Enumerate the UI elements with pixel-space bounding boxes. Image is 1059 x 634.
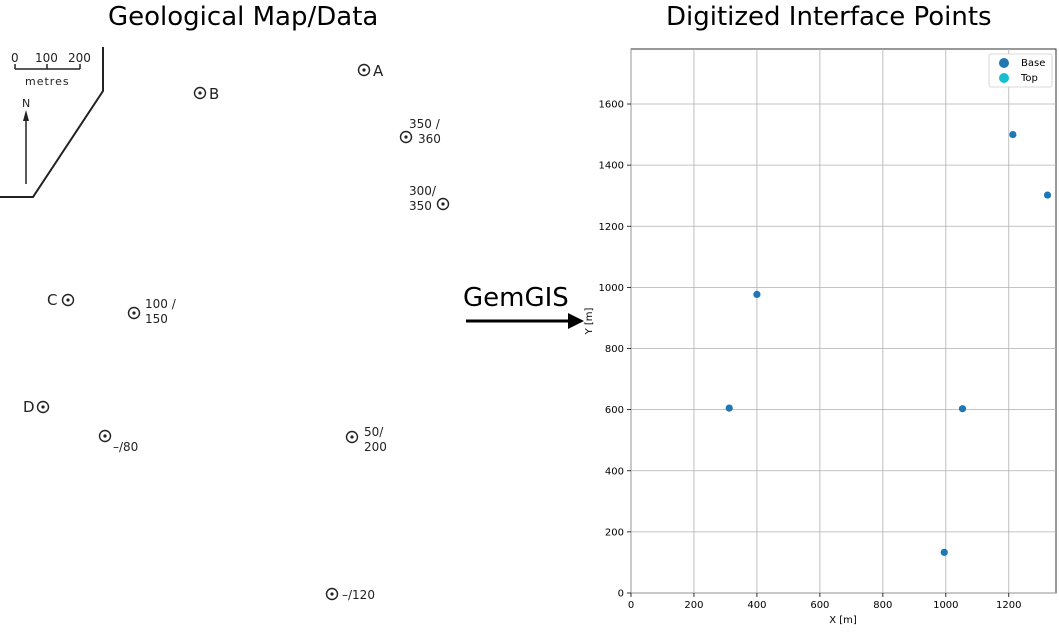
- well-300-350: 300/ 350: [409, 184, 450, 213]
- north-arrow-icon: N: [22, 97, 30, 184]
- well-annotation: –/80: [113, 440, 138, 454]
- legend-label-base: Base: [1021, 58, 1045, 69]
- well-d: D: [23, 398, 50, 416]
- well-annotation: 100 /: [145, 297, 177, 311]
- scale-unit: metres: [25, 75, 70, 88]
- y-tick-label: 0: [618, 589, 624, 600]
- x-tick-label: 1200: [996, 600, 1021, 611]
- y-tick-label: 200: [605, 527, 624, 538]
- y-tick-label: 1000: [599, 283, 624, 294]
- x-tick-label: 1000: [933, 600, 958, 611]
- legend-marker-base: [999, 58, 1009, 68]
- y-tick-label: 800: [605, 344, 624, 355]
- x-axis-label: X [m]: [829, 615, 857, 626]
- legend: Base Top: [988, 53, 1053, 88]
- data-point-base: [725, 404, 733, 412]
- legend-marker-top: [999, 73, 1009, 83]
- well-annotation: –/120: [342, 588, 375, 602]
- well-100-150: 100 / 150: [127, 297, 177, 326]
- map-title: Geological Map/Data: [108, 2, 379, 32]
- well-label-c: C: [47, 291, 57, 309]
- x-tick-label: 800: [873, 600, 892, 611]
- well-annotation: 200: [364, 440, 387, 454]
- data-points: [725, 130, 1052, 556]
- scale-label-100: 100: [35, 51, 58, 65]
- scale-bar: 0 100 200 metres: [11, 51, 91, 88]
- well-label-b: B: [209, 85, 219, 103]
- gemgis-label: GemGIS: [463, 283, 569, 313]
- grid: [630, 49, 1056, 594]
- x-tick-label: 0: [628, 600, 634, 611]
- y-tick-label: 1200: [599, 222, 624, 233]
- legend-label-top: Top: [1020, 73, 1038, 84]
- well-annotation: 300/: [409, 184, 437, 198]
- y-tick-label: 1600: [599, 100, 624, 111]
- well-annotation: 360: [418, 132, 441, 146]
- well-80: –/80: [98, 429, 138, 454]
- data-point-base: [1043, 191, 1052, 199]
- well-50-200: 50/ 200: [345, 425, 387, 454]
- scale-label-0: 0: [11, 51, 19, 65]
- well-350-360: 350 / 360: [399, 117, 441, 146]
- y-tick-label: 400: [605, 466, 624, 477]
- y-tick-label: 1400: [599, 161, 624, 172]
- scale-label-200: 200: [68, 51, 91, 65]
- data-point-base: [1009, 130, 1017, 139]
- well-a: A: [357, 62, 384, 80]
- geological-map: 0 100 200 metres N A B 350 / 360: [0, 44, 463, 634]
- well-annotation: 50/: [364, 425, 384, 439]
- x-tick-label: 400: [747, 600, 766, 611]
- x-tick-label: 600: [810, 600, 829, 611]
- chart-title: Digitized Interface Points: [666, 2, 992, 32]
- well-c: C: [47, 291, 75, 309]
- data-point-base: [940, 548, 948, 556]
- north-label: N: [22, 97, 30, 110]
- well-label-d: D: [23, 398, 35, 416]
- well-annotation: 350 /: [409, 117, 441, 131]
- well-120: –/120: [325, 587, 375, 602]
- well-b: B: [193, 85, 219, 103]
- right-arrow-icon: [466, 313, 584, 329]
- well-annotation: 150: [145, 312, 168, 326]
- data-point-base: [753, 290, 761, 299]
- well-label-a: A: [373, 62, 384, 80]
- y-axis-label: Y [m]: [584, 307, 595, 335]
- data-point-base: [958, 405, 967, 413]
- axis-ticks: 0 200 400 600 800 1000 1200 0 200 400 600 800 1000 12…: [599, 100, 1022, 611]
- y-tick-label: 600: [605, 405, 624, 416]
- map-border-line: [0, 47, 104, 198]
- plot-area: [630, 48, 1057, 594]
- well-annotation: 350: [409, 199, 432, 213]
- scatter-chart: 0 200 400 600 800 1000 1200 0 200 400 600 800 1000 12…: [584, 48, 1057, 626]
- x-tick-label: 200: [684, 600, 703, 611]
